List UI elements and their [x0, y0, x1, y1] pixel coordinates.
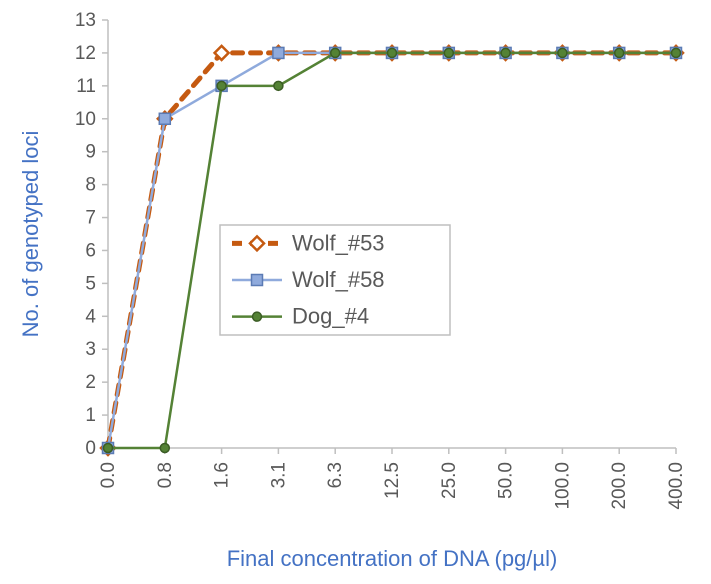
x-tick-label: 12.5 [382, 462, 403, 499]
x-tick-label: 1.6 [212, 462, 233, 488]
y-tick-label: 6 [85, 240, 96, 261]
x-tick-label: 25.0 [439, 462, 460, 499]
x-tick-label: 0.8 [155, 462, 176, 488]
x-tick-label: 400.0 [666, 462, 687, 510]
y-tick-label: 9 [85, 142, 96, 163]
x-tick-label: 50.0 [496, 462, 517, 499]
y-tick-label: 2 [85, 372, 96, 393]
y-axis-label: No. of genotyped loci [18, 131, 43, 338]
y-tick-label: 3 [85, 339, 96, 360]
y-tick-label: 10 [75, 109, 96, 130]
y-tick-label: 12 [75, 43, 96, 64]
x-tick-label: 3.1 [268, 462, 289, 488]
legend-item-label: Wolf_#58 [292, 267, 385, 292]
legend-item-label: Dog_#4 [292, 304, 369, 329]
chart-container: 0123456789101112130.00.81.63.16.312.525.… [0, 0, 711, 584]
x-tick-label: 6.3 [325, 462, 346, 488]
y-tick-label: 13 [75, 10, 96, 31]
legend-item-label: Wolf_#53 [292, 230, 385, 255]
x-tick-label: 100.0 [552, 462, 573, 510]
x-tick-label: 0.0 [98, 462, 119, 488]
y-tick-label: 4 [85, 306, 96, 327]
y-tick-label: 1 [85, 405, 96, 426]
line-chart: 0123456789101112130.00.81.63.16.312.525.… [0, 0, 711, 584]
y-tick-label: 11 [76, 76, 96, 97]
y-tick-label: 0 [85, 438, 96, 459]
x-tick-label: 200.0 [609, 462, 630, 510]
legend: Wolf_#53 Wolf_#58 Dog_#4 [220, 225, 450, 335]
y-tick-label: 5 [85, 273, 96, 294]
y-tick-label: 8 [85, 175, 96, 196]
x-axis-label: Final concentration of DNA (pg/µl) [227, 546, 558, 571]
y-tick-label: 7 [85, 208, 96, 229]
